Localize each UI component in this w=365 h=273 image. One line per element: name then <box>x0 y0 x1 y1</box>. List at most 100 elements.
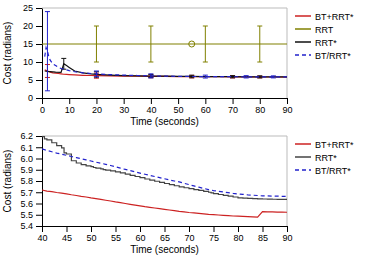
legend-item: BT/RRT* <box>295 51 351 61</box>
tick-mark <box>36 147 42 148</box>
axis-line <box>43 227 288 233</box>
legend-label: RRT* <box>315 38 337 48</box>
tick-mark <box>36 98 42 99</box>
line <box>45 64 287 77</box>
legend-item: RRT* <box>295 38 337 48</box>
tick-mark <box>67 226 68 232</box>
error-bar <box>244 76 249 78</box>
tick-label: 50 <box>174 105 184 115</box>
tick-label: 60 <box>201 105 211 115</box>
tick: 5.5 <box>20 210 42 220</box>
tick-label: 5.4 <box>20 221 33 231</box>
reference-line <box>42 43 287 44</box>
series <box>42 137 287 200</box>
tick-mark <box>205 98 206 104</box>
tick: 55 <box>111 226 121 243</box>
tick: 60 <box>201 98 211 115</box>
error-bar-cap <box>45 11 50 12</box>
tick: 40 <box>37 226 47 243</box>
tick-label: 25 <box>23 3 33 13</box>
error-bar-cap <box>94 62 99 63</box>
error-bar-cap <box>148 73 153 74</box>
error-bar-cap <box>148 62 153 63</box>
x-axis: 4045505560657075808590 <box>37 226 292 243</box>
error-bar-cap <box>203 62 208 63</box>
frame <box>42 136 287 137</box>
tick: 10 <box>23 57 42 67</box>
tick: 6.1 <box>20 143 42 153</box>
series <box>42 149 287 196</box>
plot-area <box>42 137 287 218</box>
legend-item: BT+RRT* <box>295 12 354 22</box>
error-bar-cap <box>230 77 235 78</box>
y-axis: 5.45.55.65.75.85.96.06.16.2 <box>20 131 42 231</box>
tick-label: 0 <box>28 93 33 103</box>
tick-label: 5.5 <box>20 210 33 220</box>
error-bar <box>94 26 99 62</box>
plot-area <box>42 12 287 91</box>
error-bar-stem <box>96 26 97 62</box>
tick-label: 6.0 <box>20 154 33 164</box>
tick-mark <box>140 226 141 232</box>
panel: 40455055606570758085905.45.55.65.75.85.9… <box>2 131 354 255</box>
error-bar-cap <box>94 26 99 27</box>
error-bar-cap <box>61 58 66 59</box>
tick: 80 <box>233 226 243 243</box>
error-bar-stem <box>63 58 64 69</box>
legend-swatch <box>295 156 311 158</box>
y-axis-title: Cost (radians) <box>2 150 13 213</box>
tick: 30 <box>119 98 129 115</box>
tick-mark <box>36 192 42 193</box>
tick: 5.9 <box>20 165 42 175</box>
error-bar-cap <box>257 62 262 63</box>
error-bar-stem <box>205 26 206 62</box>
tick-mark <box>36 204 42 205</box>
error-bar-stem <box>259 26 260 62</box>
error-bar-cap <box>94 77 99 78</box>
tick-mark <box>69 98 70 104</box>
error-bar-cap <box>189 77 194 78</box>
error-bar-stem <box>150 74 151 78</box>
tick: 6.2 <box>20 131 42 141</box>
error-bar-cap <box>230 75 235 76</box>
tick: 50 <box>86 226 96 243</box>
error-bar <box>257 26 262 62</box>
tick-mark <box>36 159 42 160</box>
error-bar <box>45 12 50 91</box>
tick-mark <box>36 170 42 171</box>
error-bar <box>271 76 276 78</box>
error-bar <box>148 74 153 78</box>
legend-item: RRT* <box>295 153 337 163</box>
line <box>42 137 287 200</box>
tick: 85 <box>258 226 268 243</box>
tick: 5.6 <box>20 199 42 209</box>
tick: 0 <box>40 98 45 115</box>
error-bar-cap <box>244 77 249 78</box>
tick-label: 20 <box>23 21 33 31</box>
legend-swatch <box>295 54 311 56</box>
x-axis: 0102030405060708090 <box>40 98 293 115</box>
y-axis-title: Cost (radians) <box>2 22 13 85</box>
tick-mark <box>124 98 125 104</box>
tick: 45 <box>62 226 72 243</box>
x-axis-title: Time (seconds) <box>130 116 199 127</box>
tick-mark <box>238 226 239 232</box>
error-bar-cap <box>94 71 99 72</box>
legend-item: RRT <box>295 25 334 35</box>
error-bar-cap <box>257 26 262 27</box>
axis-line <box>36 9 43 99</box>
tick-label: 10 <box>65 105 75 115</box>
error-bar <box>94 71 99 77</box>
tick: 90 <box>282 98 292 115</box>
legend-item: BT/RRT* <box>295 166 351 176</box>
tick: 5 <box>28 75 42 85</box>
line <box>45 48 287 77</box>
tick-label: 55 <box>111 233 121 243</box>
tick-mark <box>96 98 97 104</box>
error-bar-cap <box>94 78 99 79</box>
error-bar <box>203 75 208 78</box>
error-bar-cap <box>148 26 153 27</box>
error-bar-cap <box>257 75 262 76</box>
line <box>42 149 287 196</box>
tick: 5.7 <box>20 188 42 198</box>
